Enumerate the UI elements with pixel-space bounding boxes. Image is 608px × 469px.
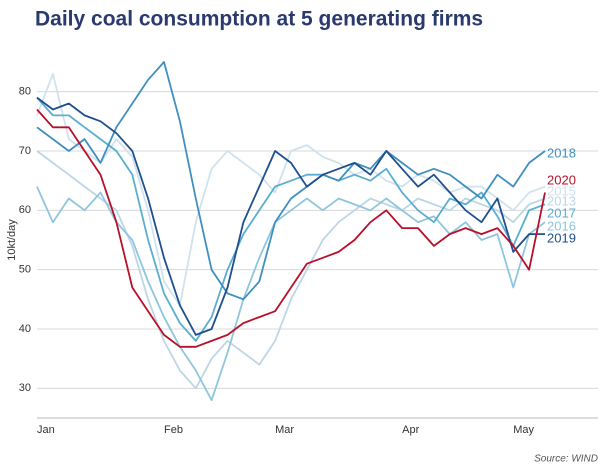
y-tick-label: 30	[19, 382, 31, 394]
legend-label: 2017	[547, 205, 576, 220]
y-tick-label: 70	[19, 145, 31, 157]
source: Source: WIND	[534, 454, 598, 465]
line-series	[36, 73, 546, 307]
y-axis-label: 10kt/day	[6, 219, 18, 261]
x-tick-label: Mar	[275, 424, 294, 436]
line-series	[36, 108, 546, 348]
y-tick-label: 40	[19, 323, 31, 335]
legend-label: 2018	[547, 145, 576, 160]
y-tick-label: 80	[19, 86, 31, 98]
line-series	[36, 186, 546, 402]
line-series	[36, 96, 545, 336]
x-tick-label: Feb	[164, 424, 183, 436]
x-tick-label: Apr	[402, 424, 419, 436]
y-tick-label: 50	[19, 264, 31, 276]
x-tick-label: Jan	[37, 424, 55, 436]
legend-label: 2020	[547, 172, 576, 187]
legend-label: 2019	[547, 230, 576, 245]
line-series	[36, 61, 546, 301]
legend-label: 2015	[547, 183, 576, 198]
x-tick-label: May	[513, 424, 534, 436]
chart-title: Daily coal consumption at 5 generating f…	[35, 8, 483, 31]
legend-label: 2016	[547, 218, 576, 233]
line-series	[36, 97, 546, 342]
y-tick-label: 60	[19, 204, 31, 216]
legend-label: 2013	[547, 193, 576, 208]
